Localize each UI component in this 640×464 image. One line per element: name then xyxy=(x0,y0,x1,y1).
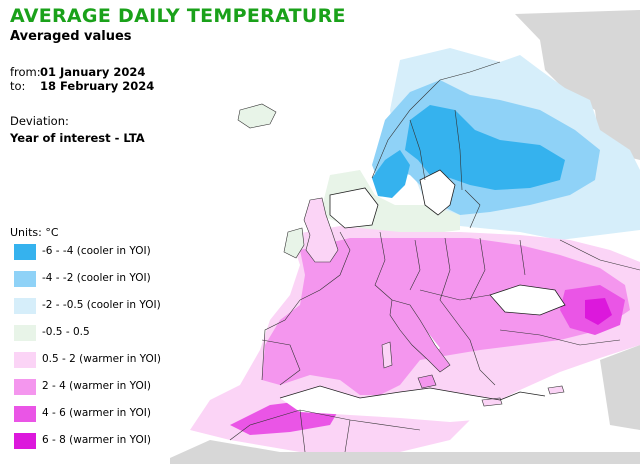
legend-swatch xyxy=(14,379,36,395)
legend-item: 2 - 4 (warmer in YOI) xyxy=(10,377,151,404)
coastlines xyxy=(279,169,566,401)
country-borders xyxy=(229,61,640,453)
sardinia xyxy=(381,341,393,369)
legend-swatch xyxy=(14,244,36,260)
legend-label: -2 - -0.5 (cooler in YOI) xyxy=(42,299,161,311)
legend-label: -0.5 - 0.5 xyxy=(42,326,90,338)
legend-swatch xyxy=(14,433,36,449)
legend-swatch xyxy=(14,406,36,422)
no-data-region-middle-east xyxy=(600,345,640,430)
to-date: 18 February 2024 xyxy=(40,79,155,93)
legend-label: 4 - 6 (warmer in YOI) xyxy=(42,407,151,419)
legend-swatch xyxy=(14,352,36,368)
deviation-value: Year of interest - LTA xyxy=(10,131,145,145)
cool-region-strong-norway xyxy=(372,150,410,198)
sea-mediterranean xyxy=(280,386,545,422)
warm-region-max xyxy=(585,298,612,325)
legend-item: 0.5 - 2 (warmer in YOI) xyxy=(10,350,161,377)
sea-north xyxy=(330,188,378,228)
no-data-region-arctic xyxy=(515,10,640,160)
sea-black xyxy=(490,285,565,315)
legend-item: 6 - 8 (warmer in YOI) xyxy=(10,431,151,458)
to-label: to: xyxy=(10,79,26,93)
warm-region-medium xyxy=(262,238,630,395)
no-data-region-africa xyxy=(170,440,640,464)
iceland xyxy=(237,103,277,129)
legend-item: -2 - -0.5 (cooler in YOI) xyxy=(10,296,161,323)
ireland xyxy=(283,227,305,259)
cool-region-strong xyxy=(405,105,565,190)
legend-item: -6 - -4 (cooler in YOI) xyxy=(10,242,151,269)
sicily xyxy=(417,374,437,389)
legend-swatch xyxy=(14,325,36,341)
italy xyxy=(389,299,451,373)
legend-swatch xyxy=(14,271,36,287)
legend-item: 4 - 6 (warmer in YOI) xyxy=(10,404,151,431)
sea-baltic xyxy=(420,170,455,215)
legend-item: -4 - -2 (cooler in YOI) xyxy=(10,269,151,296)
legend-swatch xyxy=(14,298,36,314)
legend-item: -0.5 - 0.5 xyxy=(10,323,90,350)
cyprus xyxy=(547,385,565,395)
map-subtitle: Averaged values xyxy=(10,29,132,44)
from-date: 01 January 2024 xyxy=(40,65,146,79)
map-title: AVERAGE DAILY TEMPERATURE xyxy=(10,5,346,27)
great-britain xyxy=(303,197,339,263)
legend: Units: °C -6 - -4 (cooler in YOI) -4 - -2… xyxy=(10,226,161,458)
legend-items: -6 - -4 (cooler in YOI) -4 - -2 (cooler i… xyxy=(10,242,161,458)
legend-label: -4 - -2 (cooler in YOI) xyxy=(42,272,151,284)
deviation-label: Deviation: xyxy=(10,114,69,128)
legend-units: Units: °C xyxy=(10,226,59,239)
date-range: from:01 January 2024 to: 18 February 2024 xyxy=(10,65,154,93)
legend-label: 2 - 4 (warmer in YOI) xyxy=(42,380,151,392)
from-label: from: xyxy=(10,65,41,79)
legend-label: -6 - -4 (cooler in YOI) xyxy=(42,245,151,257)
legend-label: 6 - 8 (warmer in YOI) xyxy=(42,434,151,446)
legend-label: 0.5 - 2 (warmer in YOI) xyxy=(42,353,161,365)
